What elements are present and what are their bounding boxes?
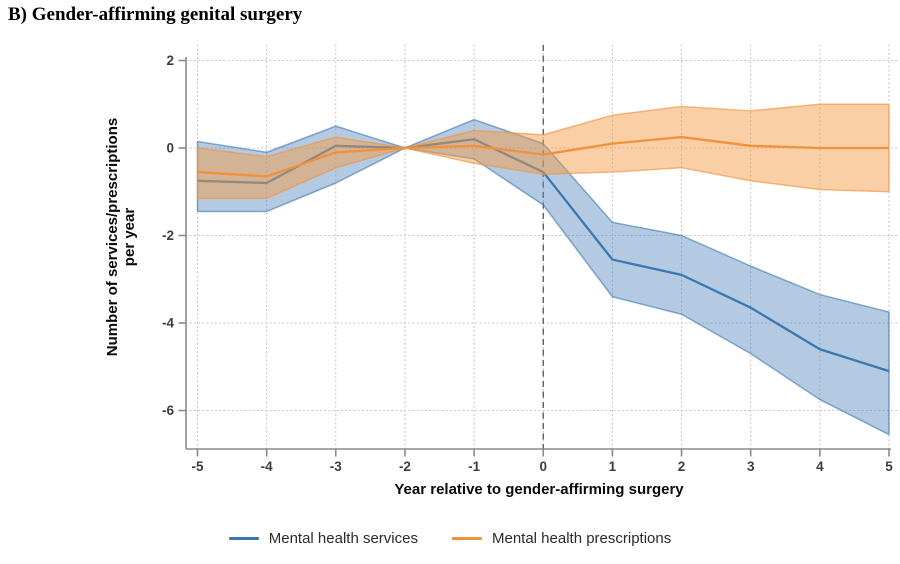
x-axis-label: Year relative to gender-affirming surger… [394, 481, 684, 498]
y-tick-label: 0 [166, 141, 174, 156]
chart-canvas: 2 0 -2 -4 -6 -5 -4 -3 -2 -1 0 1 2 3 4 5 [162, 44, 898, 474]
x-tick-label: -5 [191, 459, 203, 474]
x-tick-label: -3 [330, 459, 342, 474]
x-tick-label: -1 [468, 459, 480, 474]
prescriptions-confidence-band [196, 103, 890, 200]
y-tick-label: -2 [162, 228, 174, 243]
y-tick-label: -6 [162, 403, 174, 418]
services-confidence-band [196, 118, 890, 436]
y-axis-label: Number of services/prescriptions per yea… [104, 67, 140, 407]
services-line-swatch [228, 537, 259, 540]
x-tick-label: 0 [539, 459, 547, 474]
y-axis-label-line2: per year [121, 207, 138, 267]
x-tick-label: 2 [678, 459, 686, 474]
figure-title: B) Gender-affirming genital surgery [8, 4, 303, 25]
legend: Mental health services Mental health pre… [0, 530, 900, 547]
legend-label-services: Mental health services [268, 530, 418, 547]
x-tick-label: 1 [609, 459, 617, 474]
services-line [197, 138, 890, 373]
prescriptions-line [197, 135, 889, 178]
x-tick-label: 3 [747, 459, 755, 474]
legend-item-services: Mental health services [228, 530, 418, 547]
y-tick-label: -4 [162, 316, 174, 331]
y-axis-label-line1: Number of services/prescriptions [104, 117, 121, 357]
prescriptions-line-swatch [451, 537, 482, 540]
y-tick-label: 2 [166, 53, 174, 68]
legend-item-prescriptions: Mental health prescriptions [451, 530, 672, 547]
x-tick-label: 4 [816, 459, 824, 474]
x-tick-label: -2 [399, 459, 411, 474]
x-tick-label: 5 [885, 459, 893, 474]
x-tick-label: -4 [261, 459, 273, 474]
legend-label-prescriptions: Mental health prescriptions [491, 530, 672, 547]
